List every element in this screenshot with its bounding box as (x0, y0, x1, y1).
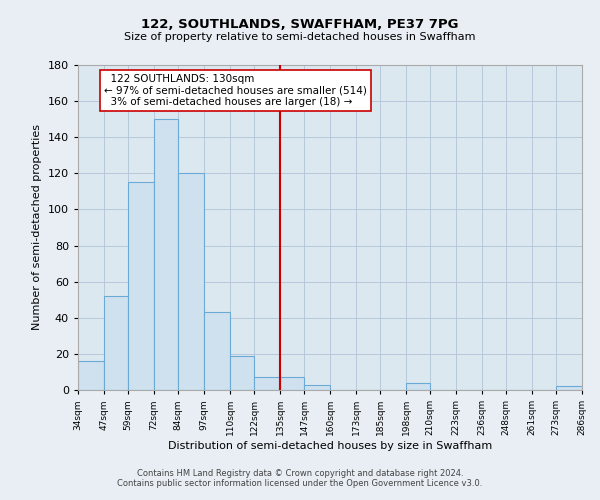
Bar (78, 361, 104, 390)
Bar (154, 119, 178, 390)
Text: Contains public sector information licensed under the Open Government Licence v3: Contains public sector information licen… (118, 478, 482, 488)
X-axis label: Distribution of semi-detached houses by size in Swaffham: Distribution of semi-detached houses by … (168, 441, 492, 451)
Bar (204, 312, 230, 390)
Text: 122, SOUTHLANDS, SWAFFHAM, PE37 7PG: 122, SOUTHLANDS, SWAFFHAM, PE37 7PG (141, 18, 459, 30)
Text: Contains HM Land Registry data © Crown copyright and database right 2024.: Contains HM Land Registry data © Crown c… (137, 468, 463, 477)
Bar (178, 174, 204, 390)
Bar (128, 182, 154, 390)
Bar (280, 378, 304, 390)
Y-axis label: Number of semi-detached properties: Number of semi-detached properties (32, 124, 42, 330)
Bar (406, 383, 430, 390)
Text: Size of property relative to semi-detached houses in Swaffham: Size of property relative to semi-detach… (124, 32, 476, 42)
Bar (304, 384, 330, 390)
Text: 122 SOUTHLANDS: 130sqm
← 97% of semi-detached houses are smaller (514)
  3% of s: 122 SOUTHLANDS: 130sqm ← 97% of semi-det… (104, 74, 367, 107)
Bar (254, 378, 280, 390)
Bar (104, 296, 128, 390)
Bar (556, 386, 582, 390)
Bar (230, 356, 254, 390)
